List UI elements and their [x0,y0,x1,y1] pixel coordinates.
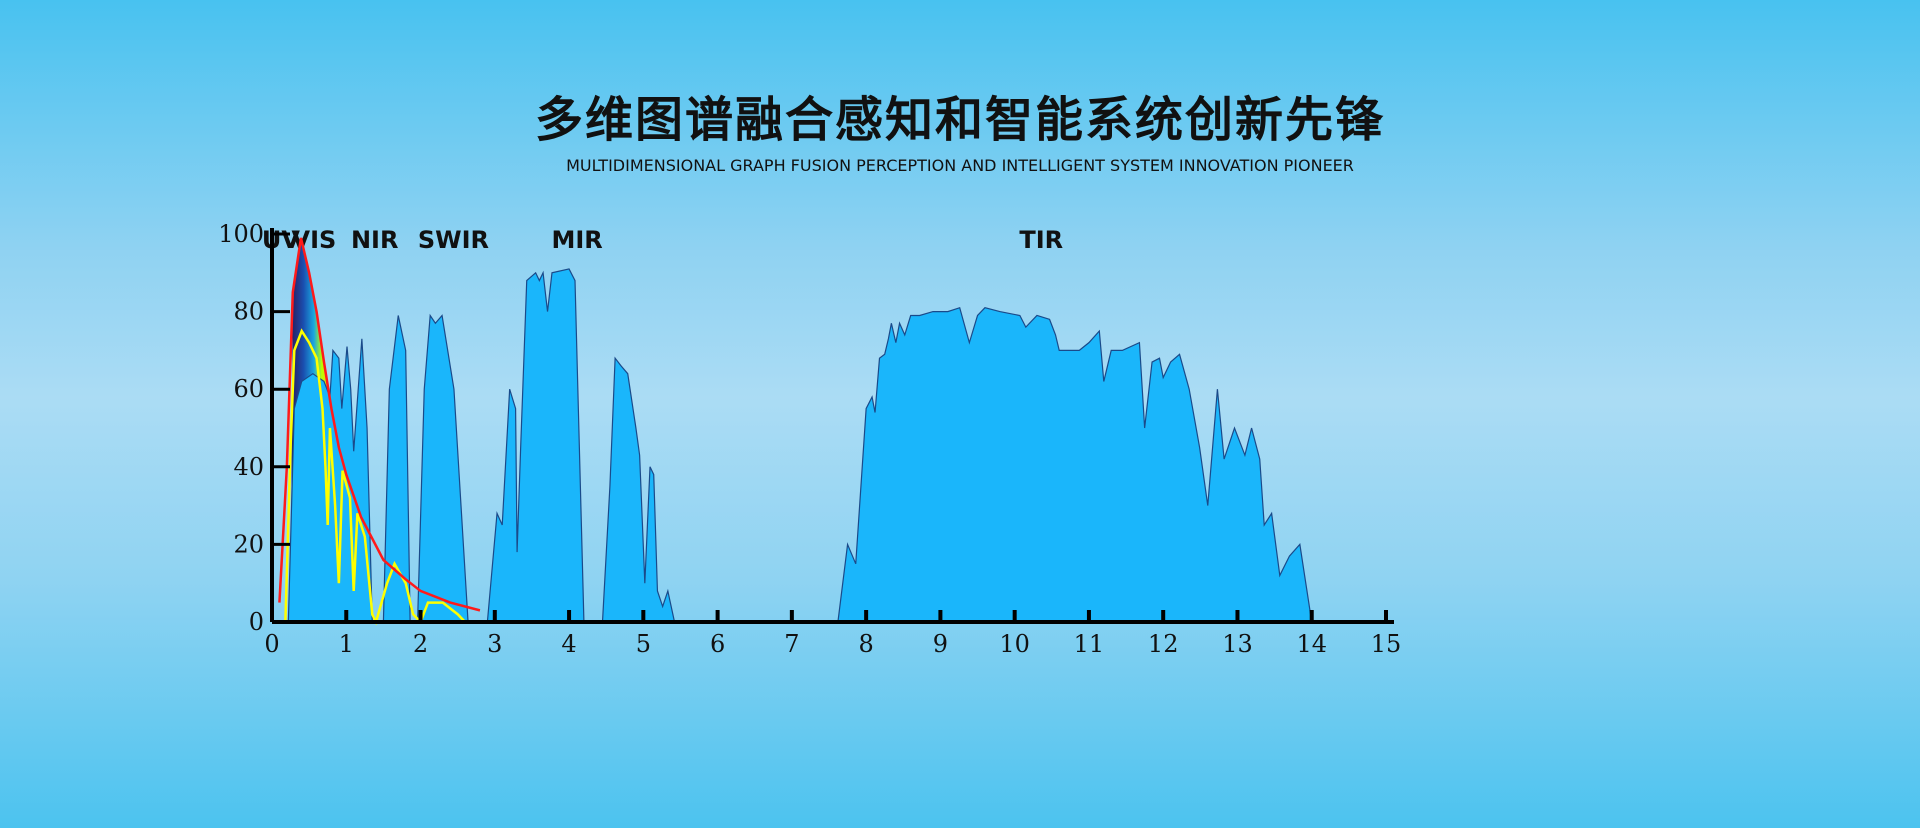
x-tick-label: 8 [858,630,873,658]
x-tick-label: 4 [561,630,576,658]
x-tick-label: 9 [933,630,948,658]
band-label-uv: UV [261,226,300,254]
y-tick-label: 100 [218,220,264,248]
y-tick-label: 40 [233,453,264,481]
band-label-mir: MIR [551,226,603,254]
band-label-tir: TIR [1019,226,1064,254]
y-tick-label: 80 [233,298,264,326]
x-tick-label: 13 [1222,630,1253,658]
x-tick-label: 7 [784,630,799,658]
page-title: 多维图谱融合感知和智能系统创新先锋 [534,92,1385,148]
x-tick-label: 5 [636,630,651,658]
x-tick-label: 10 [999,630,1030,658]
x-tick-label: 11 [1074,630,1105,658]
x-tick-label: 12 [1148,630,1179,658]
band-label-nir: NIR [350,226,399,254]
page-subtitle: MULTIDIMENSIONAL GRAPH FUSION PERCEPTION… [566,156,1354,175]
transmission-area [287,268,1313,623]
x-tick-label: 1 [339,630,354,658]
y-tick-label: 20 [233,530,264,558]
x-tick-label: 3 [487,630,502,658]
x-tick-label: 14 [1296,630,1327,658]
x-tick-label: 0 [264,630,279,658]
band-label-swir: SWIR [417,226,489,254]
x-tick-label: 2 [413,630,428,658]
x-tick-label: 15 [1371,630,1402,658]
y-tick-label: 60 [233,375,264,403]
ground-irradiance-line [284,328,466,626]
solar-irradiance-line [278,237,481,612]
x-tick-label: 6 [710,630,725,658]
y-tick-label: 0 [249,608,264,636]
